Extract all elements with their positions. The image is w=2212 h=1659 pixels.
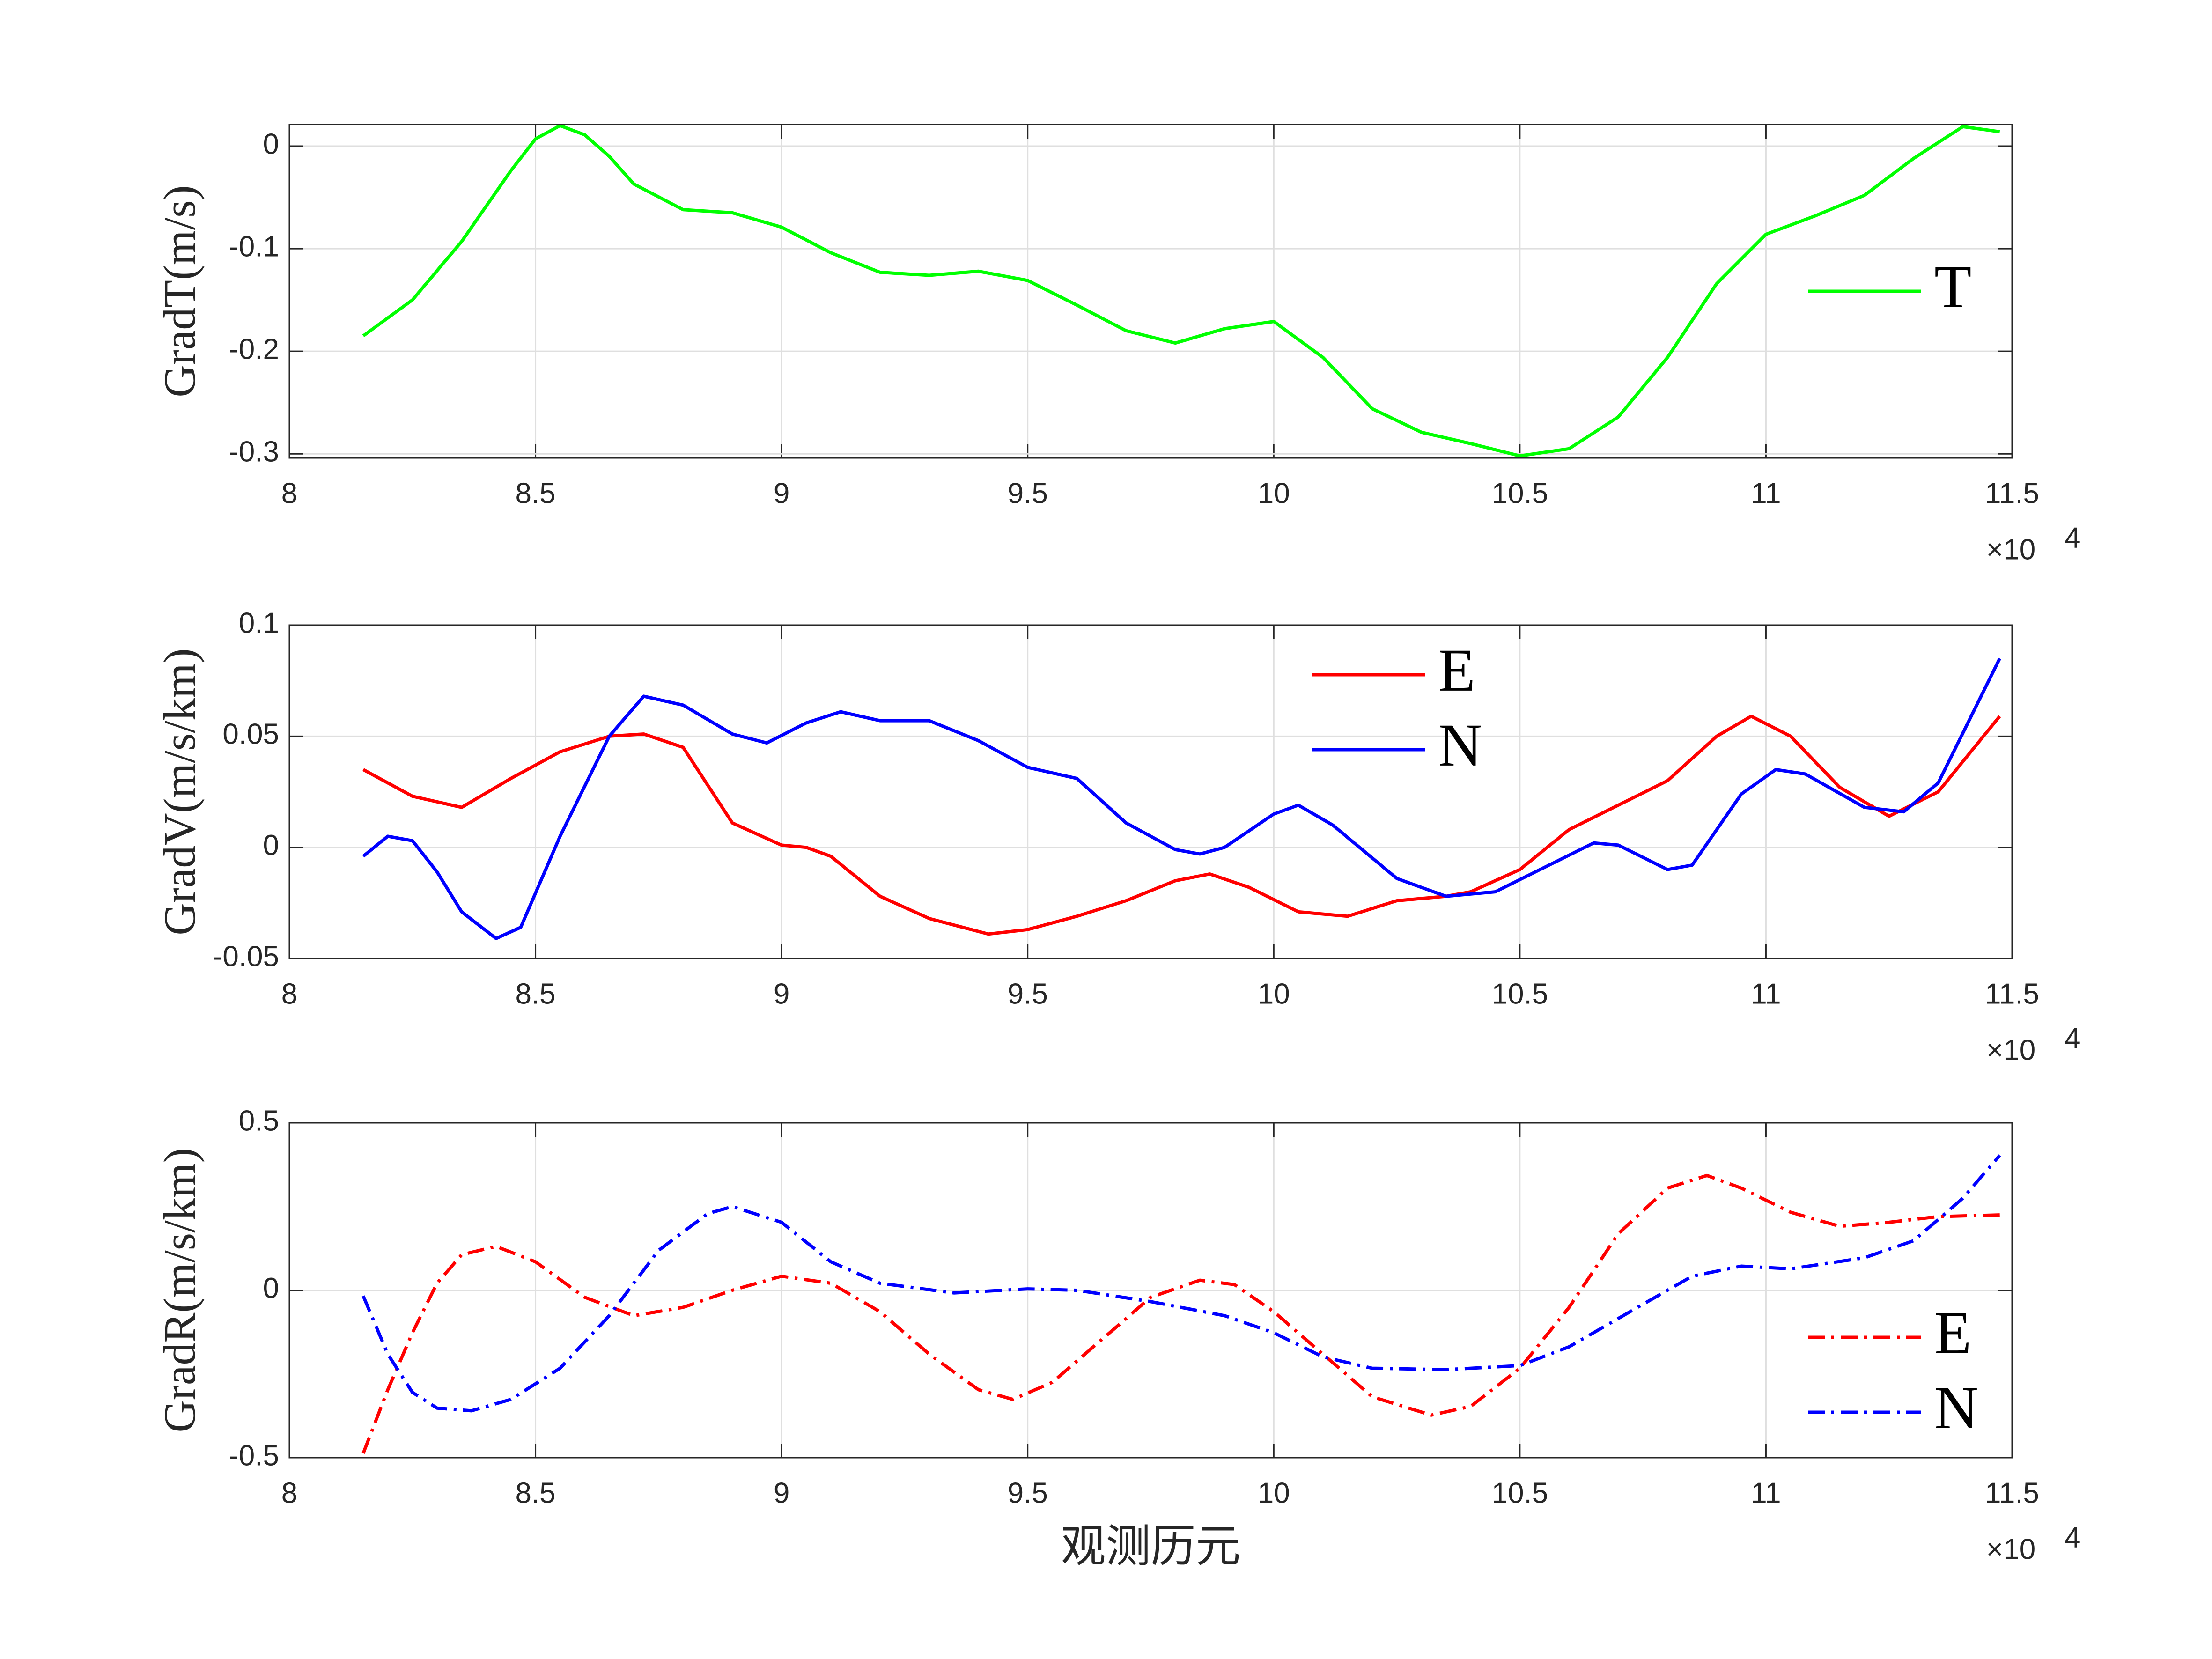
y-tick-label: 0.5 — [239, 1105, 279, 1137]
x-multiplier: ×10 — [1986, 1034, 2035, 1066]
x-tick-label: 10.5 — [1492, 1477, 1548, 1509]
y-tick-label: 0.1 — [239, 607, 279, 639]
x-tick-label: 8 — [281, 1477, 297, 1509]
y-tick-label: -0.2 — [229, 333, 279, 366]
x-tick-label: 9 — [774, 1477, 789, 1509]
x-tick-label: 10 — [1258, 477, 1290, 509]
y-tick-label: -0.5 — [229, 1439, 279, 1472]
axes-box — [288, 624, 2013, 959]
data-line — [361, 1154, 2001, 1413]
y-axis-label: GradR(m/s/km) — [155, 1148, 205, 1433]
legend-label: N — [1934, 1374, 1978, 1442]
x-multiplier-exponent: 4 — [2065, 1022, 2080, 1054]
y-axis-label: GradV(m/s/km) — [155, 648, 205, 935]
x-tick-label: 8 — [281, 477, 297, 509]
x-tick-label: 10 — [1258, 978, 1290, 1010]
x-tick-label: 9.5 — [1008, 978, 1048, 1010]
x-tick-label: 11 — [1751, 1477, 1781, 1509]
legend-label: E — [1438, 637, 1475, 704]
x-tick-label: 10 — [1258, 1477, 1290, 1509]
y-tick-label: 0 — [263, 1272, 279, 1305]
data-line — [362, 124, 2000, 458]
x-tick-label: 9 — [774, 978, 789, 1010]
axes-box — [288, 1122, 2013, 1459]
x-tick-label: 8.5 — [515, 1477, 555, 1509]
x-tick-label: 11.5 — [1985, 477, 2039, 509]
data-line — [362, 657, 2001, 940]
x-tick-label: 11 — [1751, 978, 1781, 1010]
y-tick-label: 0 — [263, 829, 279, 862]
x-tick-label: 10.5 — [1492, 978, 1548, 1010]
y-tick-label: -0.05 — [213, 940, 279, 973]
x-tick-label: 9 — [774, 477, 789, 509]
data-line — [362, 715, 2001, 936]
x-multiplier: ×10 — [1986, 533, 2035, 566]
x-tick-label: 9.5 — [1008, 1477, 1048, 1509]
y-tick-label: 0 — [263, 128, 279, 160]
y-tick-label: -0.1 — [229, 230, 279, 263]
x-multiplier-exponent: 4 — [2065, 1521, 2080, 1554]
x-axis-label: 观测历元 — [1061, 1521, 1241, 1571]
x-tick-label: 9.5 — [1008, 477, 1048, 509]
x-tick-label: 11.5 — [1985, 978, 2039, 1010]
x-tick-label: 11.5 — [1985, 1477, 2039, 1509]
legend-label: E — [1934, 1299, 1971, 1367]
legend-label: T — [1934, 253, 1971, 321]
x-tick-label: 8.5 — [515, 477, 555, 509]
data-line — [361, 1173, 2000, 1454]
x-tick-label: 8.5 — [515, 978, 555, 1010]
x-tick-label: 10.5 — [1492, 477, 1548, 509]
x-multiplier-exponent: 4 — [2065, 522, 2080, 554]
x-tick-label: 8 — [281, 978, 297, 1010]
y-axis-label: GradT(m/s) — [155, 185, 205, 397]
axes-box — [288, 124, 2013, 459]
y-tick-label: 0.05 — [222, 718, 279, 751]
legend-label: N — [1438, 712, 1482, 779]
x-multiplier: ×10 — [1986, 1533, 2035, 1565]
x-tick-label: 11 — [1751, 477, 1781, 509]
y-tick-label: -0.3 — [229, 436, 279, 468]
